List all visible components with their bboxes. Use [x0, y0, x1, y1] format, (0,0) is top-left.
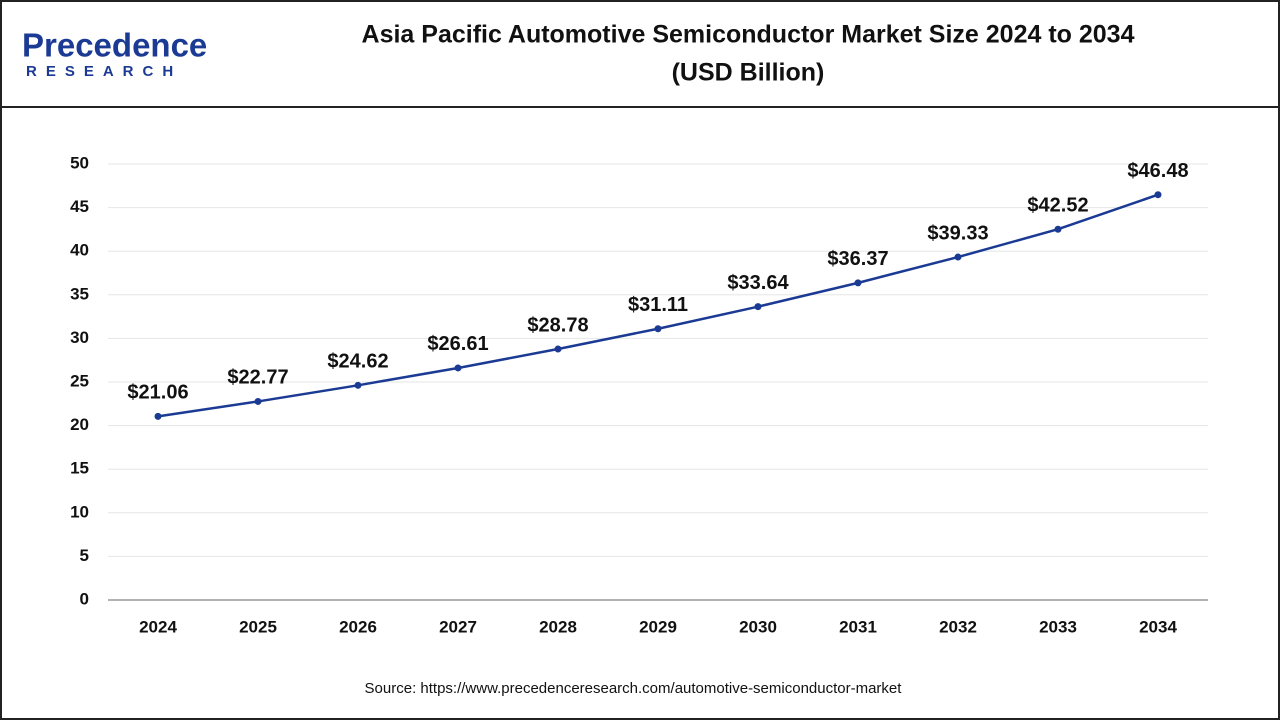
- point: [1154, 191, 1162, 199]
- x-tick-label: 2026: [339, 617, 377, 636]
- value-label: $36.37: [827, 248, 888, 270]
- x-tick-label: 2024: [139, 617, 177, 636]
- source: Source: https://www.precedenceresearch.c…: [365, 680, 903, 697]
- chart-subtitle: (USD Billion): [672, 59, 825, 87]
- y-tick-label: 0: [80, 589, 89, 608]
- x-tick-label: 2027: [439, 617, 477, 636]
- y-tick-label: 20: [70, 415, 89, 434]
- x-tick-label: 2029: [639, 617, 677, 636]
- y-tick-label: 40: [70, 241, 89, 260]
- value-label: $46.48: [1127, 160, 1188, 182]
- value-label: $31.11: [628, 294, 688, 316]
- x-tick-label: 2031: [839, 617, 877, 636]
- point: [354, 381, 362, 389]
- logo-tagline: RESEARCH: [26, 63, 182, 80]
- y-tick-label: 15: [70, 459, 89, 478]
- y-tick-label: 30: [70, 328, 89, 347]
- x-tick-label: 2034: [1139, 617, 1177, 636]
- y-tick-label: 25: [70, 371, 89, 390]
- value-label: $26.61: [427, 333, 488, 355]
- x-tick-label: 2025: [239, 617, 277, 636]
- y-tick-label: 45: [70, 197, 89, 216]
- point: [954, 253, 962, 261]
- value-label: $39.33: [927, 222, 988, 244]
- point: [754, 303, 762, 311]
- point: [254, 397, 262, 405]
- value-label: $42.52: [1027, 195, 1088, 217]
- chart-title: Asia Pacific Automotive Semiconductor Ma…: [362, 21, 1135, 49]
- value-label: $28.78: [527, 314, 588, 336]
- y-tick-label: 50: [70, 153, 89, 172]
- value-label: $24.62: [327, 351, 388, 373]
- x-tick-label: 2030: [739, 617, 777, 636]
- point: [654, 325, 662, 333]
- point: [554, 345, 562, 353]
- x-tick-label: 2032: [939, 617, 977, 636]
- value-label: $21.06: [127, 382, 188, 404]
- y-tick-label: 35: [70, 284, 89, 303]
- value-label: $33.64: [727, 272, 789, 294]
- point: [454, 364, 462, 372]
- point: [154, 412, 162, 420]
- y-tick-label: 10: [70, 502, 89, 521]
- x-tick-label: 2033: [1039, 617, 1077, 636]
- point: [1054, 225, 1062, 233]
- logo-name: Precedence: [22, 27, 207, 64]
- y-tick-label: 5: [80, 546, 89, 565]
- x-tick-label: 2028: [539, 617, 577, 636]
- point: [854, 279, 862, 287]
- value-label: $22.77: [227, 367, 288, 389]
